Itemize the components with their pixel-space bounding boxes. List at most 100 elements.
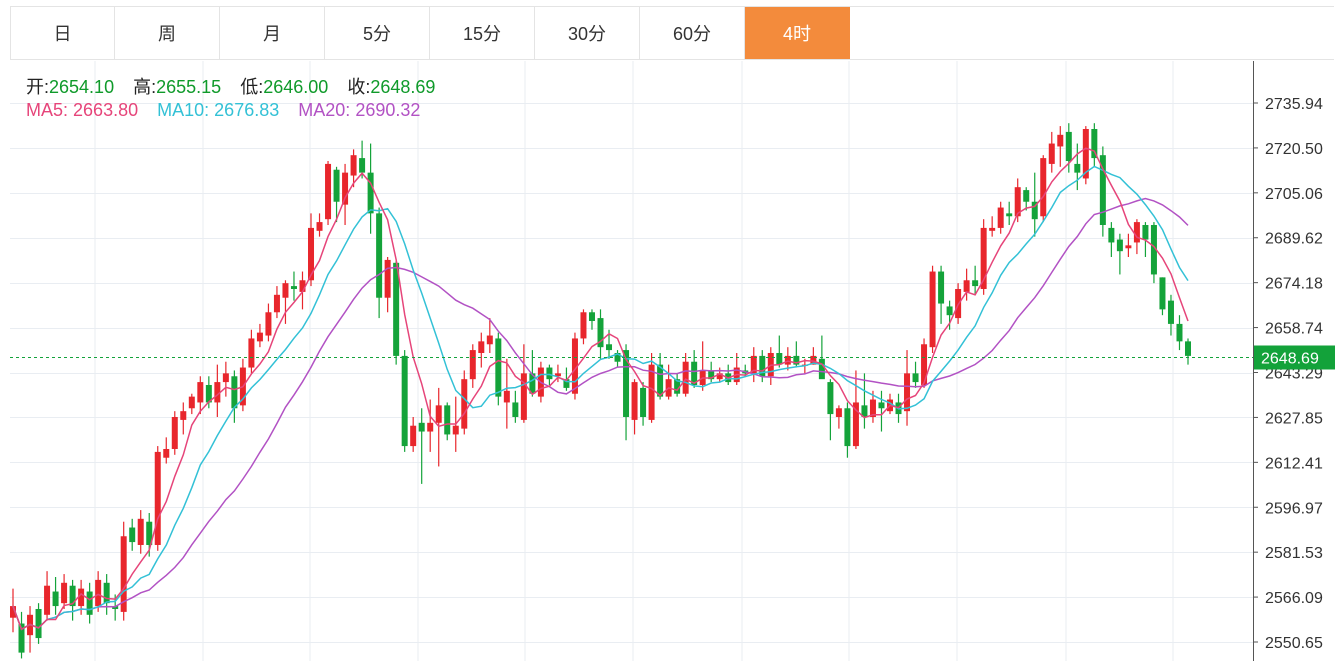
candle-body	[657, 364, 664, 397]
candle	[427, 399, 434, 452]
candle	[1125, 233, 1132, 257]
open-label: 开:	[26, 77, 50, 97]
candle-body	[674, 379, 681, 394]
candle	[1176, 315, 1183, 351]
candle-body	[1091, 129, 1098, 159]
candle-body	[154, 451, 161, 545]
candle-body	[486, 335, 493, 345]
candle	[180, 402, 187, 435]
candle	[725, 364, 732, 385]
candle	[784, 347, 791, 371]
candle	[333, 166, 340, 223]
candle-body	[1167, 300, 1174, 324]
candle-body	[691, 361, 698, 385]
candle	[171, 411, 178, 455]
moving-averages	[12, 147, 1189, 631]
candle	[997, 201, 1004, 234]
tab-30min[interactable]: 30分	[535, 7, 640, 59]
price-tick-label: 2643.29	[1265, 366, 1323, 383]
candle-body	[827, 382, 834, 415]
tab-day[interactable]: 日	[10, 7, 115, 59]
candle-body	[963, 280, 970, 292]
ohlc-readout: 开:2654.10 高:2655.15 低:2646.00 收:2648.69	[26, 73, 435, 99]
candle-body	[61, 582, 68, 604]
tab-week[interactable]: 周	[115, 7, 220, 59]
tab-60min[interactable]: 60分	[640, 7, 745, 59]
candle	[844, 402, 851, 458]
candle	[325, 161, 332, 226]
candle-body	[308, 227, 315, 281]
period-tab-bar: 日 周 月 5分 15分 30分 60分 4时	[10, 6, 1334, 60]
candle-body	[606, 344, 613, 351]
candle	[1116, 233, 1123, 275]
candle-body	[342, 172, 349, 205]
price-tick-label: 2689.62	[1265, 231, 1323, 248]
candle	[904, 350, 911, 426]
tab-15min[interactable]: 15分	[430, 7, 535, 59]
candle-body	[708, 370, 715, 380]
tab-5min[interactable]: 5分	[325, 7, 430, 59]
candle	[580, 309, 587, 345]
candle-body	[529, 373, 536, 394]
candle	[631, 379, 638, 435]
candle	[1040, 155, 1047, 223]
candle	[231, 370, 238, 423]
candle	[835, 405, 842, 429]
candle-body	[1023, 190, 1030, 202]
candle-body	[137, 518, 144, 545]
candle-body	[444, 405, 451, 435]
candle-body	[1074, 163, 1081, 173]
candle	[1065, 123, 1072, 173]
candle-body	[818, 358, 825, 380]
candle-body	[44, 585, 51, 615]
candle-body	[231, 376, 238, 409]
candle-body	[393, 262, 400, 356]
candle-body	[376, 213, 383, 298]
candle-body	[1065, 131, 1072, 162]
candle-body	[980, 227, 987, 289]
candle	[461, 370, 468, 435]
candle-body	[129, 527, 136, 543]
candle	[1048, 131, 1055, 173]
candle-body	[1031, 201, 1038, 220]
candle-body	[95, 579, 102, 607]
candle-body	[427, 422, 434, 432]
ma5-line	[12, 147, 1189, 631]
candle-body	[597, 318, 604, 348]
candle	[316, 213, 323, 237]
price-tick-label: 2705.06	[1265, 186, 1323, 203]
candle	[478, 332, 485, 368]
price-axis: 2735.94 2720.50 2705.06 2689.62 2674.18 2658.…	[10, 61, 1335, 661]
ma20-value: 2690.32	[355, 100, 421, 120]
candle-body	[35, 608, 42, 639]
candle-body	[120, 536, 127, 612]
candle	[1108, 222, 1115, 257]
candle-body	[1108, 227, 1115, 243]
tab-month[interactable]: 月	[220, 7, 325, 59]
candle-body	[197, 382, 204, 403]
tab-4hour[interactable]: 4时	[745, 7, 850, 59]
candle-body	[512, 402, 519, 417]
candle	[120, 521, 127, 621]
candle-body	[640, 387, 647, 417]
candle	[512, 390, 519, 423]
ma-readout: MA5: 2663.80 MA10: 2676.83 MA20: 2690.32	[26, 100, 420, 121]
current-price-label: 2648.69	[1261, 351, 1319, 368]
ma5-label: MA5:	[26, 100, 69, 120]
candle	[69, 579, 76, 621]
candle-body	[401, 355, 408, 447]
candle-body	[316, 222, 323, 231]
candle	[188, 393, 195, 415]
candle-body	[359, 158, 366, 173]
candle	[222, 361, 229, 397]
candle	[52, 576, 59, 615]
candle	[869, 390, 876, 423]
candle-body	[588, 312, 595, 321]
candle	[27, 606, 34, 653]
candle-body	[784, 355, 791, 365]
ma10-value: 2676.83	[214, 100, 280, 120]
candle-body	[1176, 323, 1183, 342]
candle-body	[222, 373, 229, 383]
candle	[972, 265, 979, 295]
